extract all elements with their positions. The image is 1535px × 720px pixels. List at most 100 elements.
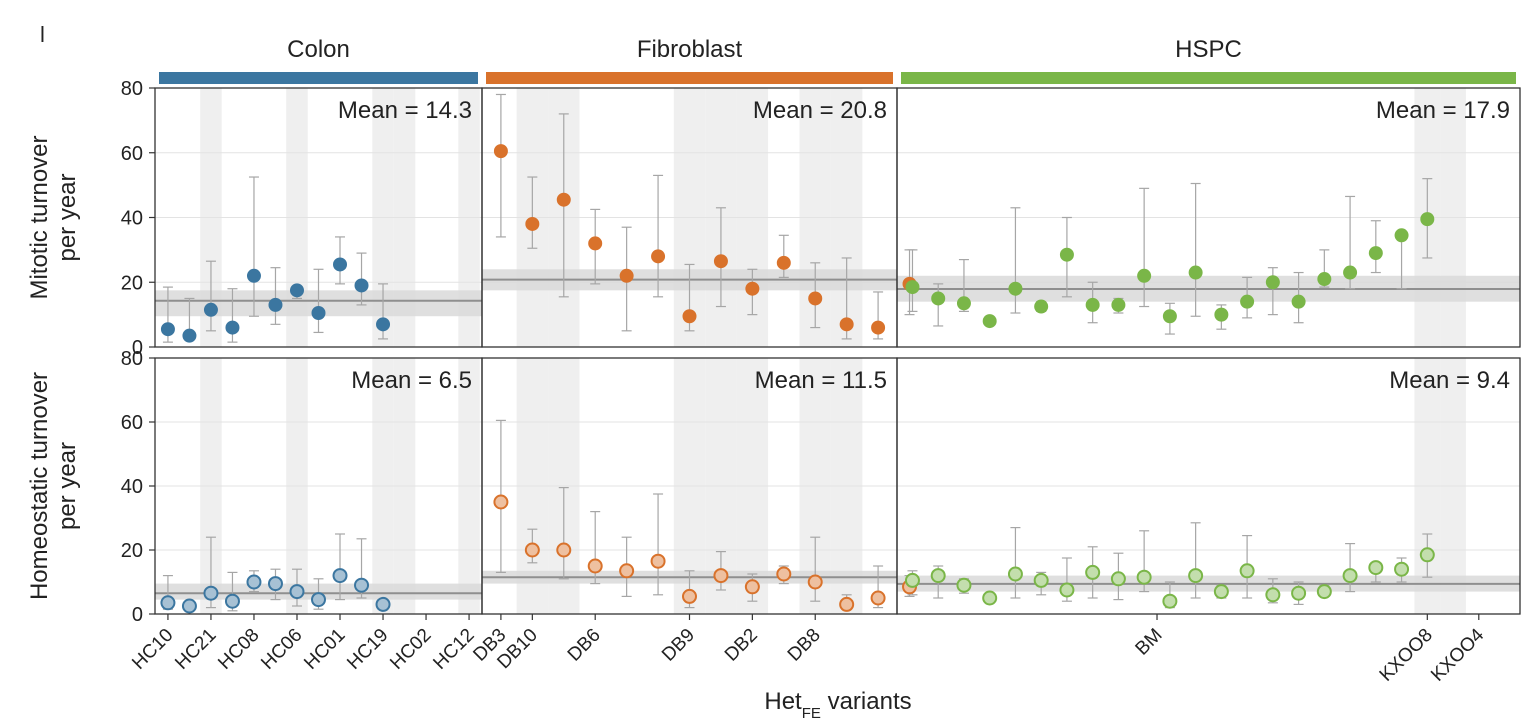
y-axis-label: Homeostatic turnover per year: [26, 372, 81, 600]
y-axis-label: Mitotic turnover per year: [26, 135, 81, 299]
data-point: [905, 280, 920, 295]
data-point: [493, 494, 509, 510]
data-point: [651, 249, 666, 264]
y-tick-label: 0: [132, 337, 143, 359]
shading-layer: [200, 88, 1466, 614]
data-point: [1059, 582, 1075, 598]
data-point: [713, 568, 729, 584]
data-point: [776, 566, 792, 582]
group-bar-hspc: [901, 72, 1516, 84]
data-point: [1137, 268, 1152, 283]
data-point: [1394, 561, 1410, 577]
data-point: [375, 596, 391, 612]
data-point: [556, 542, 572, 558]
mean-label: Mean = 9.4: [1389, 367, 1510, 394]
data-point: [203, 302, 218, 317]
data-point: [839, 317, 854, 332]
data-point: [332, 568, 348, 584]
y-tick-label: 80: [121, 78, 143, 100]
data-point: [1419, 547, 1435, 563]
data-point: [289, 584, 305, 600]
data-point: [182, 328, 197, 343]
data-point: [870, 590, 886, 606]
data-point: [246, 574, 262, 590]
data-point: [1162, 309, 1177, 324]
data-point: [1008, 281, 1023, 296]
data-point: [1136, 569, 1152, 585]
data-point: [930, 568, 946, 584]
data-point: [354, 577, 370, 593]
data-point: [524, 542, 540, 558]
y-tick-label: 20: [121, 272, 143, 294]
error-bar-layer: [162, 93, 1433, 612]
x-tick-label: KXOO8: [1376, 625, 1437, 686]
data-point: [333, 257, 348, 272]
data-point: [1213, 584, 1229, 600]
x-tick-label: BM: [1132, 625, 1167, 660]
x-tick-label: DB9: [658, 625, 699, 666]
data-point: [808, 291, 823, 306]
point-layer: [160, 144, 1435, 614]
x-tick-label: HC21: [171, 625, 220, 674]
panel-label: l: [40, 22, 45, 47]
data-point: [956, 577, 972, 593]
panel-frame: [896, 87, 1521, 348]
data-point: [289, 283, 304, 298]
y-tick-label: 60: [121, 143, 143, 165]
data-point: [682, 588, 697, 604]
data-point: [354, 278, 369, 293]
data-point: [267, 576, 283, 592]
data-point: [1034, 299, 1049, 314]
data-point: [587, 558, 603, 574]
data-point: [1343, 265, 1358, 280]
y-tick-label: 80: [121, 348, 143, 370]
data-point: [525, 216, 540, 231]
x-tick-label: KXOO4: [1427, 624, 1488, 685]
x-tick-label: HC02: [386, 625, 435, 674]
mean-label: Mean = 17.9: [1376, 97, 1510, 124]
mean-label: Mean = 14.3: [338, 97, 472, 124]
data-point: [619, 268, 634, 283]
data-point: [1239, 563, 1255, 579]
data-point: [956, 296, 971, 311]
group-title-fibroblast: Fibroblast: [637, 36, 743, 63]
y-axis-label-line2: per year: [54, 173, 81, 261]
data-point: [982, 590, 998, 606]
x-axis-label-rest: variants: [821, 688, 912, 715]
x-tick-label: HC06: [257, 625, 306, 674]
data-point: [181, 598, 197, 614]
data-point: [1420, 212, 1435, 227]
data-point: [650, 553, 666, 569]
frame-layer: [149, 72, 1521, 620]
data-point: [1317, 272, 1332, 287]
data-point: [745, 281, 760, 296]
data-point: [1033, 572, 1049, 588]
y-axis-label-line1: Homeostatic turnover: [26, 372, 53, 600]
data-point: [1240, 294, 1255, 309]
data-point: [311, 592, 326, 608]
data-point: [744, 579, 760, 595]
data-point: [904, 572, 920, 588]
data-point: [246, 268, 261, 283]
data-point: [982, 314, 997, 329]
mean-label: Mean = 11.5: [755, 367, 887, 394]
y-tick-label: 20: [121, 540, 143, 562]
data-point: [1265, 587, 1281, 603]
data-point: [311, 306, 326, 321]
data-point: [1085, 297, 1100, 312]
x-tick-label: DB2: [721, 625, 762, 666]
data-point: [1342, 568, 1358, 584]
data-point: [203, 585, 219, 601]
data-point: [1085, 564, 1101, 580]
data-point: [1059, 247, 1074, 262]
data-point: [931, 291, 946, 306]
data-point: [619, 563, 635, 579]
mean-label: Mean = 6.5: [351, 367, 472, 394]
data-point: [1291, 294, 1306, 309]
data-point: [1291, 585, 1307, 601]
y-tick-label: 40: [121, 208, 143, 230]
data-point: [588, 236, 603, 251]
data-point: [1111, 297, 1126, 312]
data-point: [713, 254, 728, 269]
y-tick-label: 40: [121, 476, 143, 498]
